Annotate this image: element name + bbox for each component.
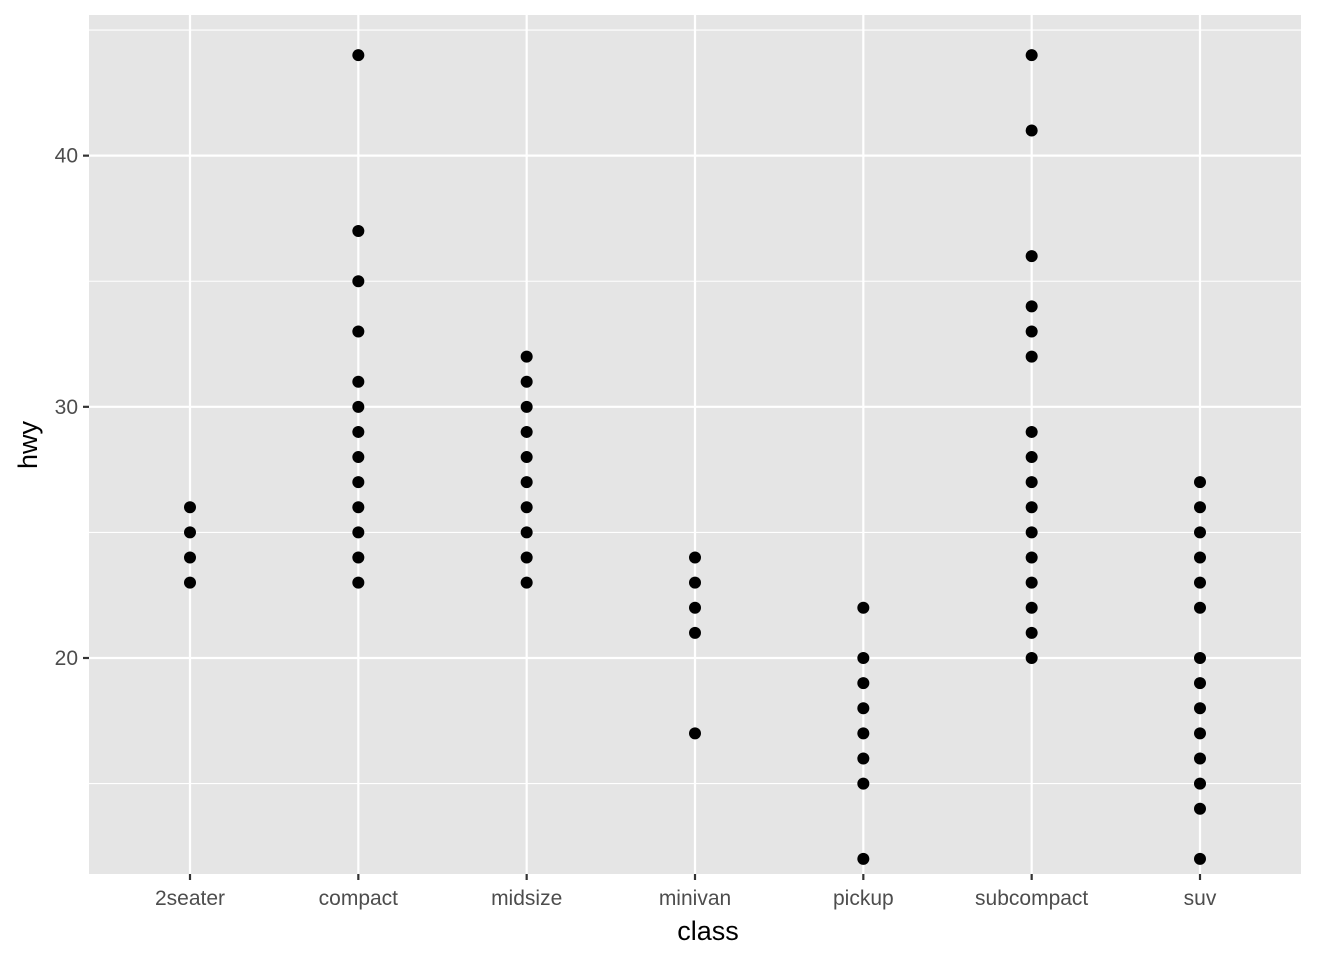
data-point bbox=[689, 626, 701, 639]
data-point bbox=[857, 852, 870, 865]
data-point bbox=[1025, 501, 1038, 514]
data-point bbox=[352, 375, 365, 388]
data-point bbox=[352, 325, 365, 338]
y-axis: 20 30 40 bbox=[55, 145, 89, 670]
data-point bbox=[352, 225, 365, 238]
data-point bbox=[184, 551, 196, 564]
data-point bbox=[352, 400, 365, 413]
data-point bbox=[352, 476, 365, 489]
data-point bbox=[352, 49, 365, 62]
data-point bbox=[1025, 250, 1038, 263]
data-point bbox=[1025, 350, 1038, 363]
data-point bbox=[857, 777, 870, 790]
data-point bbox=[1194, 777, 1206, 790]
data-point bbox=[1194, 802, 1206, 815]
data-point bbox=[857, 752, 870, 765]
data-point bbox=[520, 551, 533, 564]
data-point bbox=[689, 601, 701, 614]
data-point bbox=[520, 425, 533, 438]
data-point bbox=[352, 425, 365, 438]
data-point bbox=[520, 476, 533, 489]
data-point bbox=[1194, 476, 1206, 489]
data-point bbox=[857, 702, 870, 715]
data-point bbox=[857, 727, 870, 740]
x-axis-title: class bbox=[677, 916, 739, 946]
data-point bbox=[1194, 501, 1206, 514]
data-point bbox=[689, 551, 701, 564]
data-point bbox=[352, 526, 365, 539]
data-point bbox=[184, 576, 196, 589]
y-axis-title: hwy bbox=[13, 420, 43, 469]
x-axis: 2seater compact midsize minivan pickup subcom… bbox=[155, 874, 1217, 910]
x-tick-label: pickup bbox=[833, 887, 894, 910]
data-point bbox=[184, 501, 196, 514]
data-point bbox=[1025, 651, 1038, 664]
data-point bbox=[857, 601, 870, 614]
data-point bbox=[1194, 752, 1206, 765]
data-point bbox=[1025, 526, 1038, 539]
data-point bbox=[184, 526, 196, 539]
data-point bbox=[1025, 576, 1038, 589]
data-point bbox=[1025, 425, 1038, 438]
x-tick-label: 2seater bbox=[155, 887, 225, 910]
data-point bbox=[1194, 576, 1206, 589]
data-point bbox=[1194, 702, 1206, 715]
data-point bbox=[1194, 551, 1206, 564]
y-tick-label: 30 bbox=[55, 396, 78, 419]
data-point bbox=[1025, 124, 1038, 137]
data-point bbox=[1194, 651, 1206, 664]
data-point bbox=[1194, 677, 1206, 690]
data-point bbox=[1194, 727, 1206, 740]
data-point bbox=[1025, 626, 1038, 639]
data-point bbox=[1025, 325, 1038, 338]
data-point bbox=[352, 275, 365, 288]
x-tick-label: subcompact bbox=[975, 887, 1088, 910]
data-point bbox=[520, 526, 533, 539]
data-point bbox=[520, 375, 533, 388]
data-point bbox=[520, 576, 533, 589]
data-point bbox=[689, 727, 701, 740]
y-tick-label: 20 bbox=[55, 647, 78, 670]
data-point bbox=[520, 400, 533, 413]
data-point bbox=[857, 677, 870, 690]
data-point bbox=[1025, 300, 1038, 313]
data-point bbox=[1025, 476, 1038, 489]
data-point bbox=[857, 651, 870, 664]
data-point bbox=[352, 551, 365, 564]
data-point bbox=[520, 501, 533, 514]
data-point bbox=[352, 451, 365, 464]
data-points bbox=[184, 49, 1206, 865]
x-tick-label: midsize bbox=[491, 887, 562, 910]
data-point bbox=[1194, 601, 1206, 614]
data-point bbox=[1025, 551, 1038, 564]
data-point bbox=[520, 350, 533, 363]
data-point bbox=[352, 576, 365, 589]
y-tick-label: 40 bbox=[55, 145, 78, 168]
data-point bbox=[1025, 451, 1038, 464]
x-tick-label: compact bbox=[319, 887, 399, 910]
data-point bbox=[1025, 601, 1038, 614]
x-tick-label: suv bbox=[1184, 887, 1217, 910]
x-tick-label: minivan bbox=[659, 887, 731, 910]
data-point bbox=[1194, 852, 1206, 865]
data-point bbox=[352, 501, 365, 514]
data-point bbox=[689, 576, 701, 589]
data-point bbox=[1025, 49, 1038, 62]
data-point bbox=[1194, 526, 1206, 539]
data-point bbox=[520, 451, 533, 464]
